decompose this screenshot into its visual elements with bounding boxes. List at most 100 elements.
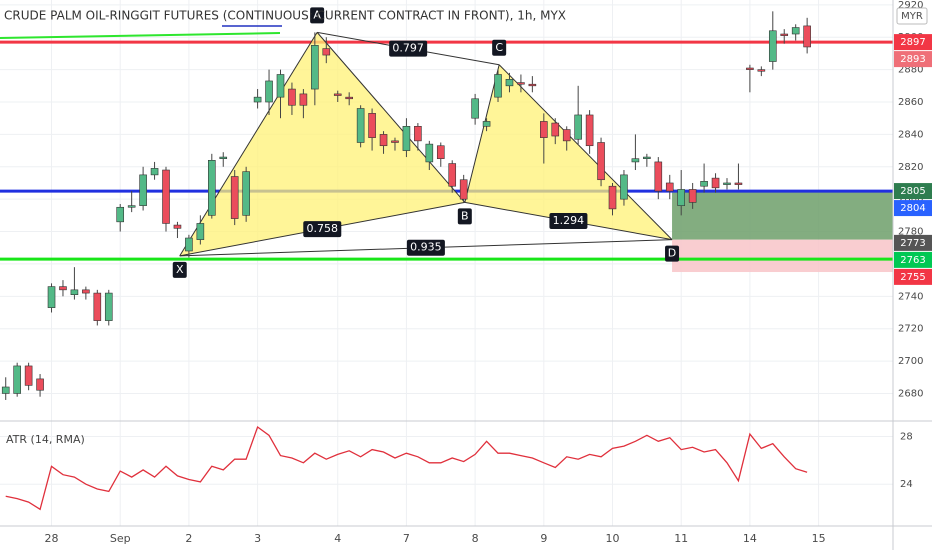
candle-body bbox=[803, 25, 811, 48]
price-label: 2805 bbox=[900, 186, 925, 197]
candle-body bbox=[127, 205, 136, 208]
y-tick-label: 2720 bbox=[898, 324, 923, 335]
chart-title: CRUDE PALM OIL-RINGGIT FUTURES (CONTINUO… bbox=[4, 9, 566, 23]
candle-body bbox=[517, 82, 525, 85]
price-label-box bbox=[894, 183, 932, 200]
pattern-point-label: A bbox=[313, 8, 321, 21]
candle-body bbox=[471, 98, 479, 119]
y-tick-label: 2820 bbox=[898, 162, 923, 173]
x-tick-label: 11 bbox=[674, 532, 688, 545]
candle-body bbox=[768, 30, 777, 62]
x-tick-label: 10 bbox=[606, 532, 620, 545]
candle-body bbox=[93, 292, 102, 321]
pattern-point-box bbox=[310, 7, 325, 24]
price-label-box bbox=[894, 51, 932, 68]
pattern-point-box bbox=[172, 261, 187, 278]
candle-body bbox=[540, 121, 548, 138]
pattern-point-box bbox=[457, 208, 472, 225]
candle-body bbox=[665, 182, 674, 192]
price-label-box bbox=[894, 200, 932, 217]
price-label-box bbox=[894, 34, 932, 51]
candle-body bbox=[59, 286, 67, 291]
candle-body bbox=[173, 224, 182, 229]
candle-body bbox=[654, 161, 663, 192]
candle-body bbox=[276, 74, 285, 98]
candle-body bbox=[711, 177, 720, 189]
price-label: 2893 bbox=[900, 54, 925, 65]
candle-body bbox=[402, 126, 411, 151]
ratio-label: 1.294 bbox=[553, 214, 585, 227]
currency-box bbox=[896, 7, 928, 25]
ratio-label: 0.935 bbox=[410, 241, 442, 254]
candle-body bbox=[391, 140, 399, 143]
pattern-fill bbox=[179, 32, 465, 256]
candle-body bbox=[288, 88, 296, 106]
x-tick-label: 9 bbox=[540, 532, 547, 545]
candle-body bbox=[230, 176, 239, 219]
candle-body bbox=[562, 129, 571, 142]
atr-line bbox=[5, 425, 808, 511]
price-label: 2773 bbox=[900, 238, 925, 249]
ratio-box bbox=[303, 221, 342, 238]
candle-body bbox=[448, 163, 457, 187]
candle-body bbox=[780, 33, 789, 36]
candle-body bbox=[253, 96, 262, 103]
price-label: 2804 bbox=[900, 203, 925, 214]
price-label: 2755 bbox=[900, 272, 925, 283]
pattern-line bbox=[464, 64, 500, 203]
candle-body bbox=[528, 83, 537, 87]
x-tick-label: 8 bbox=[472, 532, 479, 545]
pattern-point-label: X bbox=[176, 263, 184, 276]
candle-body bbox=[24, 365, 33, 386]
candle-body bbox=[70, 289, 79, 296]
pattern-point-box bbox=[492, 39, 507, 56]
candle-body bbox=[36, 378, 44, 391]
x-tick-label: 15 bbox=[812, 532, 826, 545]
candle-body bbox=[414, 126, 422, 142]
ratio-box bbox=[389, 40, 428, 57]
price-label-box bbox=[894, 268, 932, 285]
candle-body bbox=[631, 158, 640, 163]
x-tick-label: 14 bbox=[743, 532, 757, 545]
candle-body bbox=[757, 69, 766, 72]
y-tick-label: 2740 bbox=[898, 291, 923, 302]
candle-body bbox=[196, 223, 205, 240]
candle-body bbox=[482, 121, 491, 127]
candle-body bbox=[333, 93, 342, 96]
candle-body bbox=[746, 67, 754, 70]
drawn-trend-line bbox=[0, 32, 281, 39]
x-tick-label: 2 bbox=[185, 532, 192, 545]
ratio-label: 0.797 bbox=[392, 42, 424, 55]
candle-body bbox=[505, 79, 514, 87]
indicator-name: ATR (14, RMA) bbox=[6, 433, 85, 446]
y-tick-label: 2860 bbox=[898, 97, 923, 108]
candle-body bbox=[219, 156, 228, 159]
candle-body bbox=[574, 114, 582, 140]
y-tick-label: 2880 bbox=[898, 65, 923, 76]
y-tick-label: 2800 bbox=[898, 194, 923, 205]
candle-body bbox=[265, 80, 273, 103]
currency: MYR bbox=[901, 11, 923, 22]
pattern-line bbox=[316, 32, 466, 203]
y-tick-label: 2700 bbox=[898, 356, 923, 367]
candle-body bbox=[311, 45, 319, 90]
x-tick-label: 28 bbox=[45, 532, 59, 545]
ratio-label: 0.758 bbox=[307, 222, 339, 235]
candle-body bbox=[139, 174, 147, 206]
candle-body bbox=[345, 96, 353, 100]
y-tick-label: 2780 bbox=[898, 227, 923, 238]
candle-body bbox=[299, 93, 308, 106]
price-label-box bbox=[894, 234, 932, 251]
price-label-box bbox=[894, 251, 932, 268]
candle-body bbox=[436, 145, 445, 159]
price-label: 2763 bbox=[900, 255, 925, 266]
y-tick-label: 2840 bbox=[898, 129, 923, 140]
candle-body bbox=[700, 181, 708, 187]
pattern-line bbox=[179, 32, 318, 257]
x-tick-label: 3 bbox=[254, 532, 261, 545]
candle-body bbox=[242, 171, 250, 216]
x-tick-label: Sep bbox=[110, 532, 131, 545]
candle-body bbox=[322, 48, 331, 56]
